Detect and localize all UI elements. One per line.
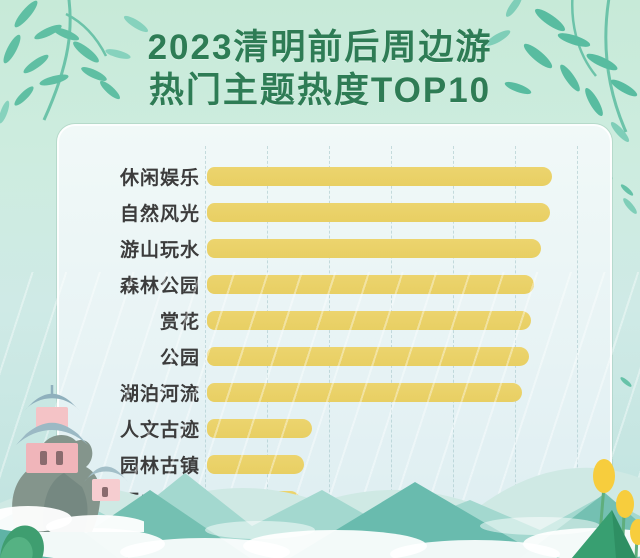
bar-track — [207, 454, 610, 474]
heat-bar — [207, 202, 550, 222]
chart-row: 自然风光 — [59, 194, 610, 230]
heat-bar — [207, 310, 531, 330]
heat-bar — [207, 490, 300, 510]
category-label: 人文古迹 — [119, 419, 200, 441]
bush-decoration — [0, 525, 44, 558]
bar-track — [207, 310, 610, 330]
vertical-gridline — [329, 146, 330, 542]
page-title: 2023清明前后周边游 热门主题热度TOP10 — [0, 26, 640, 112]
title-line-2: 热门主题热度TOP10 — [148, 71, 492, 110]
chart-row: 历史遗迹 — [59, 482, 610, 518]
chart-row: 园林古镇 — [59, 446, 610, 482]
vertical-gridline — [267, 146, 268, 542]
category-label: 历史遗迹 — [119, 491, 200, 513]
category-label: 游山玩水 — [119, 239, 200, 261]
chart-row: 湖泊河流 — [59, 374, 610, 410]
category-label: 园林古镇 — [119, 455, 200, 477]
category-label: 休闲娱乐 — [119, 167, 200, 189]
category-label: 自然风光 — [119, 203, 200, 225]
category-label: 公园 — [159, 347, 200, 369]
chart-row: 森林公园 — [59, 266, 610, 302]
bar-track — [207, 382, 610, 402]
bar-chart: 休闲娱乐自然风光游山玩水森林公园赏花公园湖泊河流人文古迹园林古镇历史遗迹 — [59, 158, 610, 518]
chart-row: 人文古迹 — [59, 410, 610, 446]
vertical-gridline — [391, 146, 392, 542]
chart-row: 休闲娱乐 — [59, 158, 610, 194]
bar-track — [207, 166, 610, 186]
bar-track — [207, 274, 610, 294]
bar-track — [207, 490, 610, 510]
chart-card: 休闲娱乐自然风光游山玩水森林公园赏花公园湖泊河流人文古迹园林古镇历史遗迹 — [57, 124, 612, 558]
vertical-gridline — [205, 146, 206, 542]
category-label: 湖泊河流 — [119, 383, 200, 405]
chart-row: 公园 — [59, 338, 610, 374]
bar-track — [207, 202, 610, 222]
heat-bar — [207, 238, 541, 258]
category-label: 赏花 — [159, 311, 200, 333]
heat-bar — [207, 274, 534, 294]
vertical-gridline — [577, 146, 578, 542]
heat-bar — [207, 166, 552, 186]
bar-track — [207, 346, 610, 366]
bar-track — [207, 238, 610, 258]
heat-bar — [207, 382, 522, 402]
vertical-gridline — [453, 146, 454, 542]
chart-row: 游山玩水 — [59, 230, 610, 266]
chart-row: 赏花 — [59, 302, 610, 338]
heat-bar — [207, 454, 304, 474]
heat-bar — [207, 418, 312, 438]
vertical-gridline — [515, 146, 516, 542]
heat-bar — [207, 346, 529, 366]
category-label: 森林公园 — [119, 275, 200, 297]
bar-track — [207, 418, 610, 438]
title-line-1: 2023清明前后周边游 — [147, 28, 493, 67]
